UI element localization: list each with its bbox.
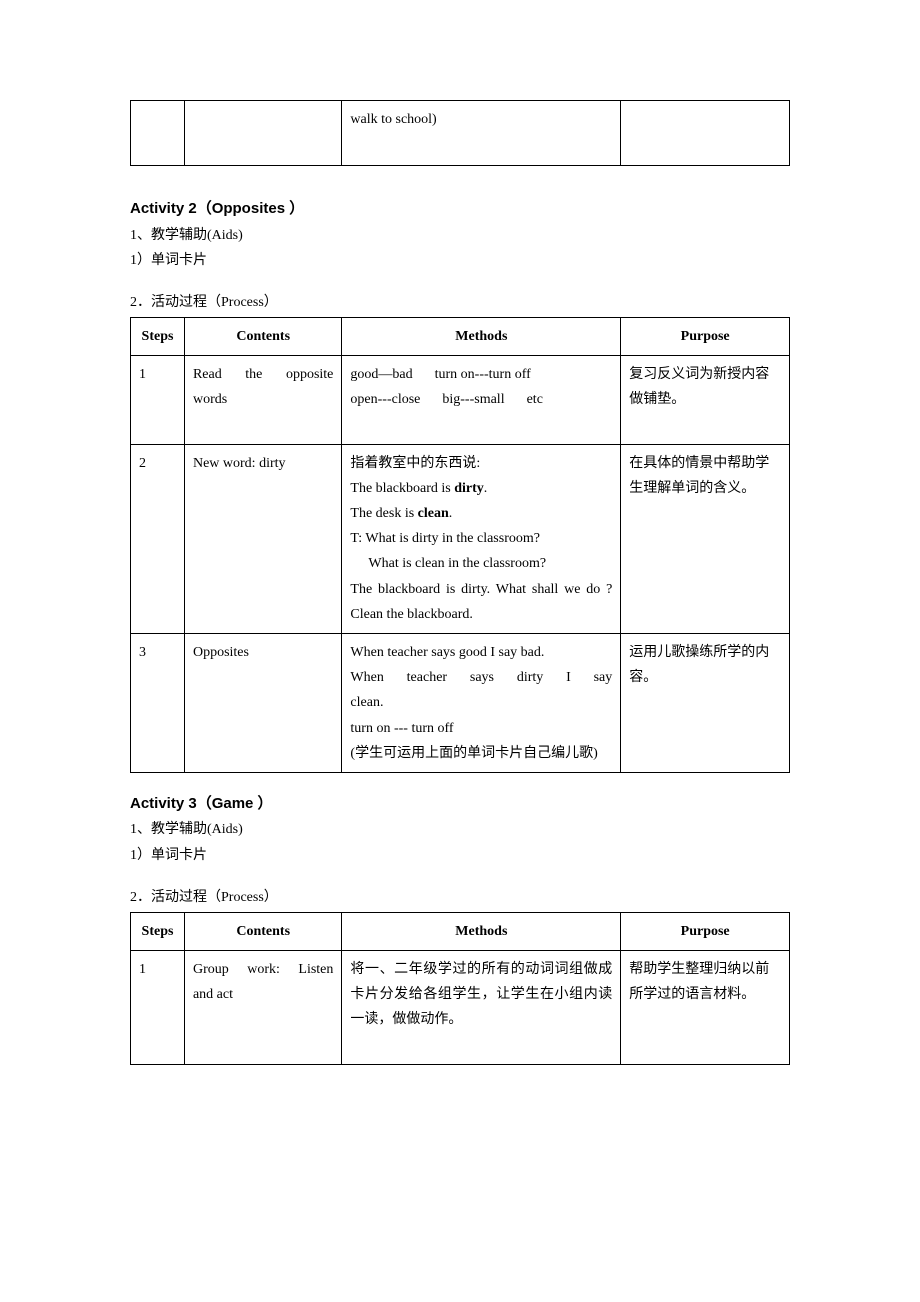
text: . xyxy=(484,481,488,496)
text: 将一、二年级学过的所有的动词词组做成卡片分发给各组学生，让学生在小组内读一读，做… xyxy=(350,957,612,1033)
cell-contents: Read the opposite words xyxy=(184,356,341,445)
cell-contents: New word: dirty xyxy=(184,444,341,633)
text: clean. xyxy=(350,690,612,715)
stub-table: walk to school) xyxy=(130,100,790,166)
activity3-aids-item: 1）单词卡片 xyxy=(130,844,790,868)
header-purpose: Purpose xyxy=(621,912,790,950)
table-row: 1 Group work: Listen and act 将一、二年级学过的所有… xyxy=(131,950,790,1064)
table-row: walk to school) xyxy=(131,101,790,166)
activity3-aids-line: 1、教学辅助(Aids) xyxy=(130,818,790,842)
text: Listen xyxy=(298,957,333,982)
header-methods: Methods xyxy=(342,317,621,355)
header-contents: Contents xyxy=(184,912,341,950)
table-row: 1 Read the opposite words good—bad turn … xyxy=(131,356,790,445)
text: and act xyxy=(193,982,333,1007)
text: the xyxy=(245,362,262,387)
cell-steps xyxy=(131,101,185,166)
activity3-process-line: 2．活动过程（Process） xyxy=(130,886,790,910)
text: The blackboard is dirty. What shall we d… xyxy=(350,577,612,627)
cell-step: 2 xyxy=(131,444,185,633)
text: etc xyxy=(527,387,543,412)
activity2-aids-line: 1、教学辅助(Aids) xyxy=(130,224,790,248)
text: opposite xyxy=(286,362,333,387)
cell-methods: When teacher says good I say bad. When t… xyxy=(342,633,621,772)
text: I xyxy=(566,665,571,690)
text: T: What is dirty in the classroom? xyxy=(350,526,612,551)
header-methods: Methods xyxy=(342,912,621,950)
activity3-heading: Activity 3（Game ） xyxy=(130,791,790,817)
text: 帮助学生整理归纳以前所学过的语言材料。 xyxy=(629,962,769,1002)
cell-purpose xyxy=(621,101,790,166)
text: The desk is xyxy=(350,506,417,521)
cell-contents xyxy=(184,101,341,166)
text: say xyxy=(594,665,613,690)
text: work: xyxy=(247,957,280,982)
table-header-row: Steps Contents Methods Purpose xyxy=(131,912,790,950)
text: Read xyxy=(193,362,222,387)
text: 指着教室中的东西说: xyxy=(350,451,612,476)
text: . xyxy=(449,506,453,521)
header-purpose: Purpose xyxy=(621,317,790,355)
text: big---small xyxy=(442,387,504,412)
activity2-table: Steps Contents Methods Purpose 1 Read th… xyxy=(130,317,790,773)
cell-step: 3 xyxy=(131,633,185,772)
cell-methods: walk to school) xyxy=(342,101,621,166)
table-row: 3 Opposites When teacher says good I say… xyxy=(131,633,790,772)
activity2-aids-item: 1）单词卡片 xyxy=(130,249,790,273)
header-steps: Steps xyxy=(131,317,185,355)
cell-purpose: 帮助学生整理归纳以前所学过的语言材料。 xyxy=(621,950,790,1064)
text: When xyxy=(350,665,383,690)
cell-methods: 指着教室中的东西说: The blackboard is dirty. The … xyxy=(342,444,621,633)
text-bold: dirty xyxy=(454,481,484,496)
text: Group xyxy=(193,957,229,982)
text: 在具体的情景中帮助学生理解单词的含义。 xyxy=(629,456,769,496)
text: teacher xyxy=(407,665,447,690)
text: walk to school) xyxy=(350,112,436,127)
text: good—bad xyxy=(350,362,412,387)
text: turn on---turn off xyxy=(435,362,531,387)
text: The blackboard is xyxy=(350,481,454,496)
text: (学生可运用上面的单词卡片自己编儿歌) xyxy=(350,741,612,766)
cell-contents: Group work: Listen and act xyxy=(184,950,341,1064)
cell-contents: Opposites xyxy=(184,633,341,772)
cell-step: 1 xyxy=(131,950,185,1064)
header-steps: Steps xyxy=(131,912,185,950)
table-row: 2 New word: dirty 指着教室中的东西说: The blackbo… xyxy=(131,444,790,633)
text: open---close xyxy=(350,387,420,412)
activity2-process-line: 2．活动过程（Process） xyxy=(130,291,790,315)
activity2-heading: Activity 2（Opposites ） xyxy=(130,196,790,222)
cell-purpose: 运用儿歌操练所学的内容。 xyxy=(621,633,790,772)
text: When teacher says good I say bad. xyxy=(350,640,612,665)
text: dirty xyxy=(517,665,543,690)
text: words xyxy=(193,387,333,412)
text: What is clean in the classroom? xyxy=(350,551,612,576)
header-contents: Contents xyxy=(184,317,341,355)
text: says xyxy=(470,665,494,690)
cell-step: 1 xyxy=(131,356,185,445)
activity3-table: Steps Contents Methods Purpose 1 Group w… xyxy=(130,912,790,1065)
text: turn on --- turn off xyxy=(350,716,612,741)
table-header-row: Steps Contents Methods Purpose xyxy=(131,317,790,355)
cell-purpose: 在具体的情景中帮助学生理解单词的含义。 xyxy=(621,444,790,633)
text-bold: clean xyxy=(418,506,449,521)
cell-methods: good—bad turn on---turn off open---close… xyxy=(342,356,621,445)
cell-methods: 将一、二年级学过的所有的动词词组做成卡片分发给各组学生，让学生在小组内读一读，做… xyxy=(342,950,621,1064)
cell-purpose: 复习反义词为新授内容做铺垫。 xyxy=(621,356,790,445)
